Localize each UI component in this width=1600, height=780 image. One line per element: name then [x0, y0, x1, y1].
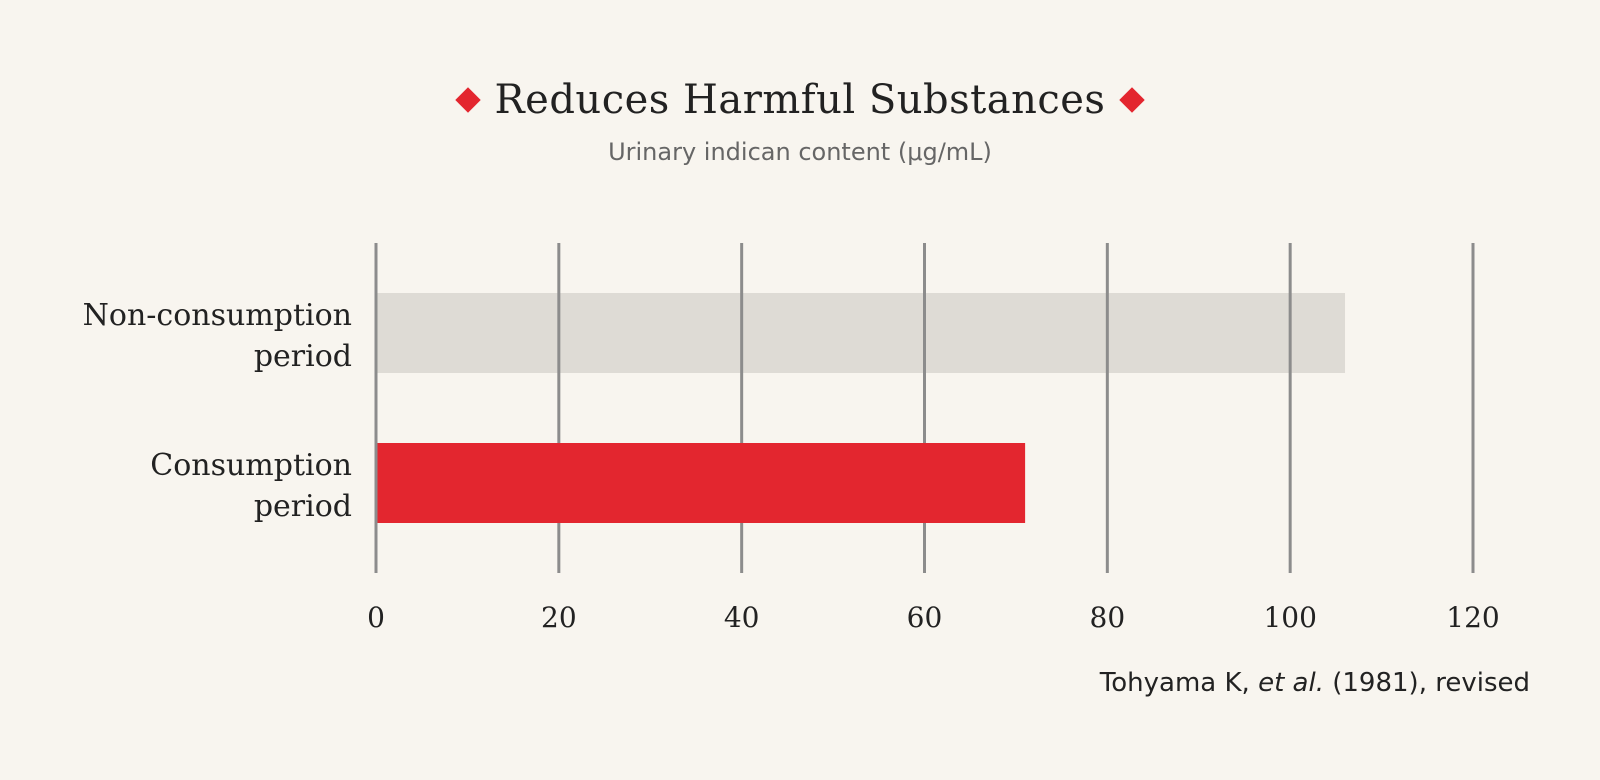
- source-etal: et al.: [1258, 668, 1324, 698]
- chart-title: Reduces Harmful Substances: [494, 77, 1106, 123]
- x-tick-label: 40: [724, 601, 760, 634]
- bar-consumption-period-overlay: [378, 443, 1026, 523]
- source-citation: Tohyama K, et al. (1981), revised: [1100, 668, 1530, 698]
- category-label: Non-consumption period: [83, 298, 352, 374]
- x-tick-label: 60: [907, 601, 943, 634]
- x-tick-label: 120: [1446, 601, 1499, 634]
- chart-subtitle: Urinary indican content (μg/mL): [608, 138, 992, 166]
- x-tick-label: 20: [541, 601, 577, 634]
- chart-title-row: Reduces Harmful Substances: [0, 70, 1600, 130]
- x-tick-label: 80: [1090, 601, 1126, 634]
- x-tick-label: 0: [367, 601, 385, 634]
- bar-non-consumption-period: [376, 293, 1346, 373]
- source-rest: (1981), revised: [1332, 668, 1530, 698]
- x-tick-label: 100: [1263, 601, 1316, 634]
- category-label: Consumption period: [150, 448, 352, 524]
- source-author: Tohyama K,: [1099, 668, 1250, 698]
